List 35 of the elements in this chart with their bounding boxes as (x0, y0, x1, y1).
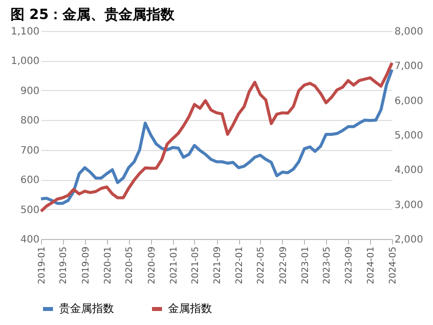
y2-tick-label: 3,000 (394, 200, 424, 211)
y-tick-label: 700 (20, 145, 40, 156)
x-tick-label: 2021-05 (190, 246, 201, 284)
y2-tick-label: 8,000 (394, 26, 424, 38)
y-tick-label: 900 (20, 86, 40, 97)
y-tick-label: 1,100 (10, 26, 40, 38)
y-tick-label: 600 (20, 175, 40, 186)
x-tick-label: 2019-05 (59, 246, 70, 284)
legend-label: 贵金属指数 (59, 302, 114, 315)
chart-title: 图 25：金属、贵金属指数 (10, 7, 176, 23)
x-tick-label: 2022-09 (278, 246, 289, 284)
y-tick-label: 1,000 (10, 56, 40, 68)
x-tick-label: 2023-05 (322, 246, 333, 284)
x-tick-label: 2023-09 (344, 246, 355, 284)
legend-label: 金属指数 (168, 302, 212, 315)
x-tick-label: 2020-09 (147, 246, 158, 284)
x-tick-label: 2021-01 (169, 246, 180, 284)
x-tick-label: 2019-01 (38, 246, 48, 284)
y2-tick-label: 6,000 (394, 96, 424, 107)
x-tick-label: 2022-05 (256, 246, 267, 284)
y-tick-label: 400 (20, 234, 40, 246)
x-tick-label: 2023-01 (300, 246, 311, 284)
y-tick-label: 500 (20, 204, 40, 216)
x-tick-label: 2022-01 (235, 246, 246, 284)
y2-tick-label: 7,000 (394, 61, 424, 72)
x-tick-label: 2020-01 (103, 246, 114, 284)
y2-tick-label: 5,000 (394, 130, 424, 142)
x-tick-label: 2019-09 (81, 246, 92, 284)
y2-tick-label: 4,000 (394, 165, 424, 176)
x-tick-label: 2021-09 (213, 246, 224, 284)
y-tick-label: 800 (20, 116, 40, 127)
x-tick-label: 2020-05 (125, 246, 136, 284)
x-tick-label: 2024-01 (366, 246, 377, 284)
x-tick-label: 2024-05 (388, 246, 398, 284)
y2-tick-label: 2,000 (394, 234, 424, 246)
